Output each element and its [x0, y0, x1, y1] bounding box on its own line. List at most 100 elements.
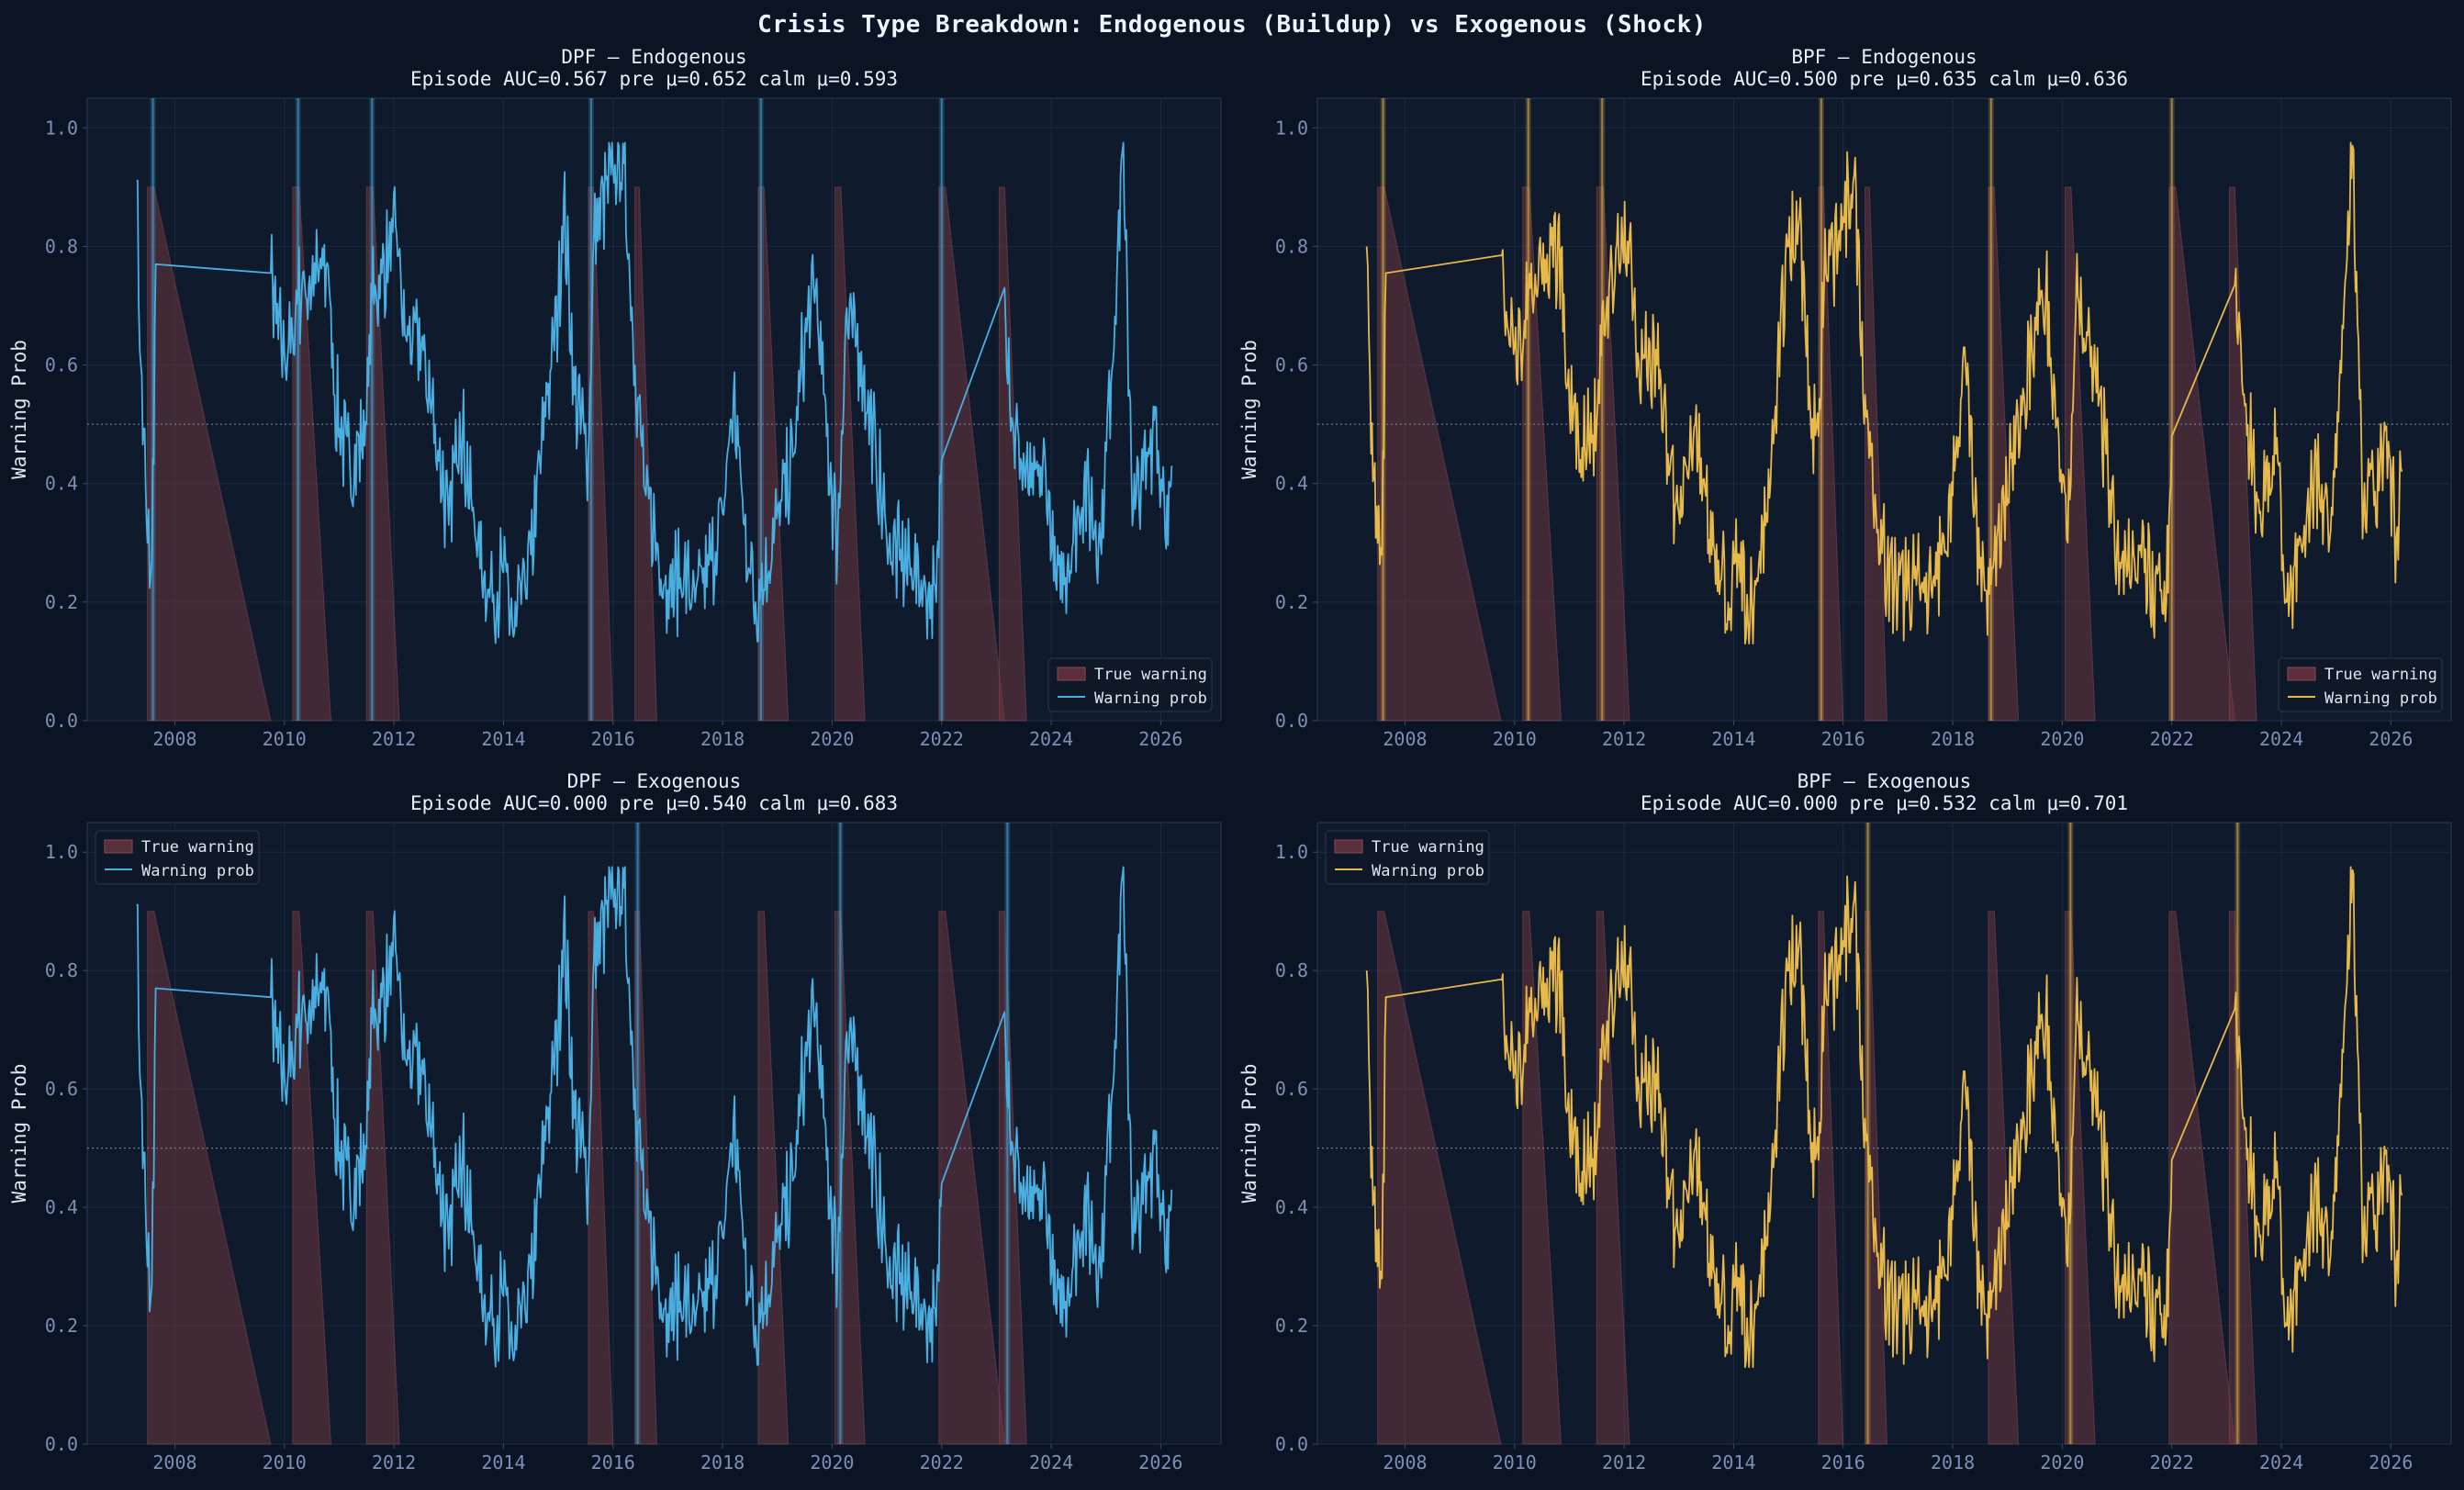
x-tick-label: 2020	[2040, 1451, 2084, 1473]
x-tick-label: 2016	[591, 1451, 635, 1473]
true-warning-episode	[2064, 186, 2096, 722]
true-warning-episode	[147, 911, 272, 1445]
chart-panel-3: 0.0 0.2 0.4 0.6 0.8 1.0 2008 2010 2012 2014 2016 20…	[8, 770, 1222, 1473]
true-warning-episode	[938, 186, 1005, 722]
x-tick-label: 2018	[1931, 728, 1975, 750]
y-tick-label: 0.8	[45, 959, 78, 981]
x-tick-label: 2026	[1138, 728, 1182, 750]
y-tick-label: 0.2	[1275, 1315, 1308, 1337]
y-axis-label: Warning Prob	[8, 340, 30, 479]
y-tick-label: 0.0	[45, 1433, 78, 1455]
true-warning-episode	[2168, 186, 2235, 722]
warning-prob-line	[136, 141, 1173, 644]
x-tick-label: 2026	[1138, 1451, 1182, 1473]
y-tick-label: 1.0	[45, 841, 78, 863]
x-tick-label: 2008	[1383, 728, 1427, 750]
y-tick-label: 0.2	[45, 1315, 78, 1337]
x-tick-label: 2022	[2150, 1451, 2194, 1473]
true-warning-episode	[365, 911, 400, 1445]
true-warning-episode	[147, 186, 272, 722]
true-warning-episode	[588, 911, 614, 1445]
x-tick-label: 2016	[1821, 728, 1865, 750]
legend-swatch-true-warning	[1334, 839, 1363, 854]
x-tick-label: 2010	[263, 1451, 307, 1473]
legend: True warning Warning prob	[1047, 657, 1213, 712]
x-tick-label: 2010	[1493, 1451, 1537, 1473]
true-warning-episode	[1988, 186, 2020, 722]
legend-label-true-warning: True warning	[1372, 838, 1484, 857]
true-warning-episode	[1818, 911, 1844, 1445]
panel-title: BPF — Endogenous	[1791, 46, 1977, 68]
legend-label-true-warning: True warning	[2324, 666, 2437, 684]
x-tick-label: 2022	[920, 1451, 964, 1473]
panel-title: DPF — Endogenous	[561, 46, 746, 68]
x-tick-label: 2018	[700, 1451, 745, 1473]
true-warning-episode	[834, 186, 866, 722]
y-tick-label: 0.4	[1275, 1196, 1308, 1218]
x-tick-label: 2012	[372, 1451, 416, 1473]
legend-label-true-warning: True warning	[1094, 666, 1207, 684]
y-tick-label: 0.0	[1275, 710, 1308, 732]
x-tick-label: 2010	[1493, 728, 1537, 750]
true-warning-episode	[938, 911, 1005, 1445]
legend-box	[1325, 830, 1490, 885]
x-tick-label: 2010	[263, 728, 307, 750]
axes-background	[86, 97, 1222, 722]
x-tick-label: 2024	[1029, 728, 1073, 750]
y-tick-label: 1.0	[45, 117, 78, 139]
true-warning-episode	[1596, 911, 1630, 1445]
y-tick-label: 0.8	[1275, 959, 1308, 981]
legend-label-warning-prob: Warning prob	[1372, 862, 1484, 880]
true-warning-episode	[588, 186, 614, 722]
true-warning-episode	[1988, 911, 2020, 1445]
y-axis-label: Warning Prob	[8, 1064, 30, 1204]
true-warning-episode	[292, 186, 332, 722]
axes-background	[1316, 822, 2452, 1445]
x-tick-label: 2012	[372, 728, 416, 750]
legend-swatch-true-warning	[1057, 667, 1086, 681]
x-tick-label: 2024	[1029, 1451, 1073, 1473]
true-warning-episode	[1377, 911, 1502, 1445]
legend-swatch-true-warning	[2287, 667, 2316, 681]
x-tick-label: 2020	[810, 728, 854, 750]
y-tick-label: 0.6	[1275, 1078, 1308, 1100]
y-tick-label: 0.2	[45, 591, 78, 613]
figure-title: Crisis Type Breakdown: Endogenous (Build…	[757, 11, 1707, 39]
true-warning-episode	[1865, 186, 1887, 722]
x-tick-label: 2014	[481, 728, 525, 750]
x-tick-label: 2024	[2259, 728, 2303, 750]
warning-prob-line	[1365, 866, 2403, 1369]
true-warning-episode	[1596, 186, 1630, 722]
x-tick-label: 2026	[2369, 728, 2413, 750]
y-tick-label: 1.0	[1275, 841, 1308, 863]
x-tick-label: 2008	[152, 728, 196, 750]
y-tick-label: 0.6	[45, 1078, 78, 1100]
x-tick-label: 2016	[1821, 1451, 1865, 1473]
panel-subtitle: Episode AUC=0.000 pre μ=0.532 calm μ=0.7…	[1641, 792, 2128, 814]
y-tick-label: 0.8	[45, 235, 78, 257]
panel-title: BPF — Exogenous	[1798, 770, 1972, 792]
y-tick-label: 0.0	[45, 710, 78, 732]
legend-swatch-true-warning	[104, 839, 133, 854]
x-tick-label: 2014	[1711, 728, 1755, 750]
true-warning-episode	[1377, 186, 1502, 722]
panel-subtitle: Episode AUC=0.567 pre μ=0.652 calm μ=0.5…	[410, 68, 898, 90]
y-tick-label: 0.2	[1275, 591, 1308, 613]
x-tick-label: 2018	[1931, 1451, 1975, 1473]
x-tick-label: 2012	[1602, 728, 1646, 750]
y-tick-label: 0.6	[1275, 354, 1308, 376]
y-tick-label: 0.4	[45, 1196, 78, 1218]
x-tick-label: 2026	[2369, 1451, 2413, 1473]
warning-prob-line	[136, 866, 1173, 1368]
x-tick-label: 2014	[481, 1451, 525, 1473]
x-tick-label: 2008	[152, 1451, 196, 1473]
y-tick-label: 0.6	[45, 354, 78, 376]
true-warning-episode	[1865, 911, 1887, 1445]
true-warning-episode	[292, 911, 332, 1445]
x-tick-label: 2022	[920, 728, 964, 750]
y-tick-label: 0.8	[1275, 235, 1308, 257]
y-axis-label: Warning Prob	[1238, 340, 1260, 479]
legend: True warning Warning prob	[1325, 830, 1490, 885]
true-warning-episode	[2168, 911, 2235, 1445]
